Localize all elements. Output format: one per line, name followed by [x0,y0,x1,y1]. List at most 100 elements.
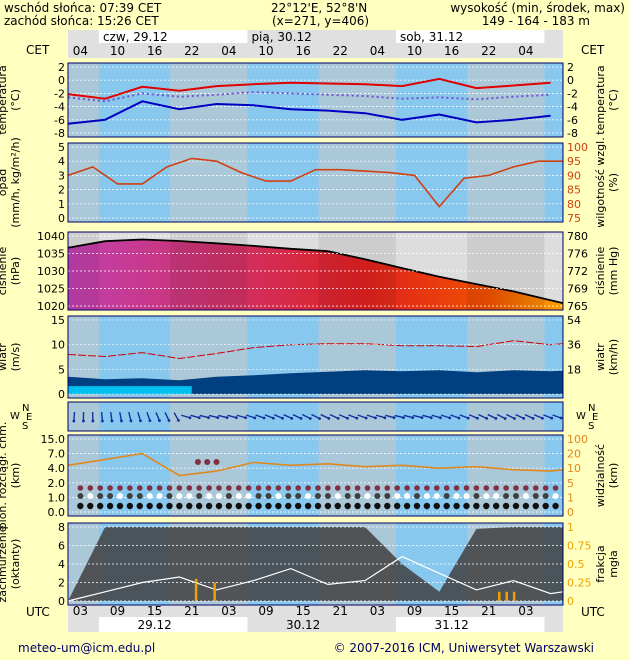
wind-direction-arrow [173,412,180,421]
bottom-hour-label: 15 [147,604,162,618]
cloud_base_visibility-night-band [68,435,99,516]
cloud-base-left-label: pion. rozciągł. chm. [0,422,9,530]
cloud-layer-dot [552,485,559,491]
temperature-right-tick: -8 [567,127,578,140]
cloud_cover_fog-left-tick: 0 [58,595,65,608]
top-hour-label: 22 [481,44,496,58]
bottom-hour-label: 09 [258,604,273,618]
wind-left-label: wiatr [0,343,9,371]
cloud-layer-dot [512,493,519,499]
precipitation_humidity-left-tick: 2 [58,184,65,197]
compass-n: N [588,403,595,414]
cloud-layer-dot [453,485,460,491]
cloud_base_visibility-right-tick: 20 [567,448,581,461]
cloud-layer-dot [413,502,421,510]
precipitation_humidity-left-tick: 1 [58,198,65,211]
footer-email[interactable]: meteo-um@icm.edu.pl [18,641,156,655]
wind-direction-arrow [218,414,228,419]
cloud-layer-dot [463,502,470,510]
wind-direction-arrowhead [167,419,171,422]
wind-direction-arrow [533,414,543,419]
wind-direction-arrow [403,414,413,419]
cloud_cover_fog-right-tick: 0 [567,595,574,608]
wind-direction-arrow [311,413,320,420]
cloud-layer-dot [403,502,411,510]
cloud-layer-dot [285,502,292,510]
bottom-day-label: 30.12 [286,618,320,632]
wind-direction-arrow [515,413,525,420]
cloud_base_visibility-right-tick: 5 [567,477,574,490]
cloud-layer-dot [245,502,252,510]
cloud_base_visibility-right-tick: 10 [567,462,581,475]
cloud-layer-dot [473,493,480,499]
wind-direction-arrow [552,414,562,419]
cloud-layer-dot [106,502,114,510]
cloud-layer-dot [324,493,331,499]
cloud-layer-dot [116,493,123,499]
temperature-night-band [170,63,248,137]
cloud-layer-dot [176,502,183,510]
wind-direction-arrow [273,414,283,419]
temperature-night-band [467,63,545,137]
temperature-night-band [318,63,396,137]
wind-direction-arrowhead [476,416,479,420]
cloud-layer-dot [265,493,272,499]
cloud-layer-dot [117,485,123,491]
pressure-frame [67,231,564,311]
temperature-right-tick: 2 [567,61,574,74]
wind-direction-arrowhead [188,416,192,420]
elevation-values: 149 - 164 - 183 m [481,14,590,28]
wind-direction-arrowhead [225,416,229,420]
wind-direction-arrow [413,414,423,419]
wind-direction-arrowhead [522,417,526,420]
cloud-layer-dot [127,485,133,491]
temperature-left-tick: 0 [58,74,65,87]
cloud-layer-dot [384,485,391,491]
precip-left-label-unit: (mm/h, kg/m²/h) [9,137,22,228]
wind-direction-arrow [506,413,515,420]
wind-direction-arrow [320,413,330,420]
coordinates-text: 22°12'E, 52°8'N [271,1,368,15]
visibility-right-label-unit: (km) [607,463,620,489]
cloud-layer-dot [295,493,302,499]
cloud-layer-dot [235,502,242,510]
visibility-line [67,452,564,477]
cloud-layer-dot [146,502,153,510]
wind-direction-arrowhead [120,419,123,423]
bottom-hour-label: 15 [295,604,310,618]
cloud-layer-dot [136,485,143,491]
cloud-layer-dot [245,485,252,491]
temperature-right-tick: -6 [567,114,578,127]
cloud-layer-dot [107,493,114,499]
wind-direction-arrow [146,412,151,421]
cloud-layer-dot [493,493,500,499]
cloud-layer-dot [542,502,549,510]
temperature-left-tick: -2 [54,87,65,100]
wind-direction-arrow [357,414,367,419]
cloud-layer-dot [255,502,262,510]
cloud-layer-dot [304,502,312,510]
wind-direction-arrow [487,413,497,420]
precip-left-label: opad [0,169,9,196]
cloud_base_visibility-right-tick: 100 [567,433,588,446]
wind-direction-arrowhead [374,416,377,420]
bottom-hour-label: 03 [73,604,88,618]
bottom-day-band [98,617,248,632]
cloud-layer-dot [87,485,94,491]
cloud-layer-dot [107,485,113,491]
cloud-layer-dot [443,485,450,491]
cloud-layer-dot [424,485,430,491]
precipitation_humidity-frame [67,142,564,223]
sunrise-text: wschód słońca: 07:39 CET [4,1,162,15]
wind-direction-arrowhead [91,419,95,423]
wind-direction-arrowhead [485,416,489,420]
cloud-layer-dot [305,493,312,499]
cloud-layer-dot [523,485,529,491]
cloud-layer-dot [194,459,201,465]
wind-direction-arrow [338,414,348,419]
cloud-layer-dot [305,485,311,491]
wind-direction-arrow [292,413,302,420]
cloud-layer-dot [502,502,510,510]
temperature-left-label: temperatura [0,65,9,134]
cloud_base_visibility-right-tick: 1 [567,491,574,504]
